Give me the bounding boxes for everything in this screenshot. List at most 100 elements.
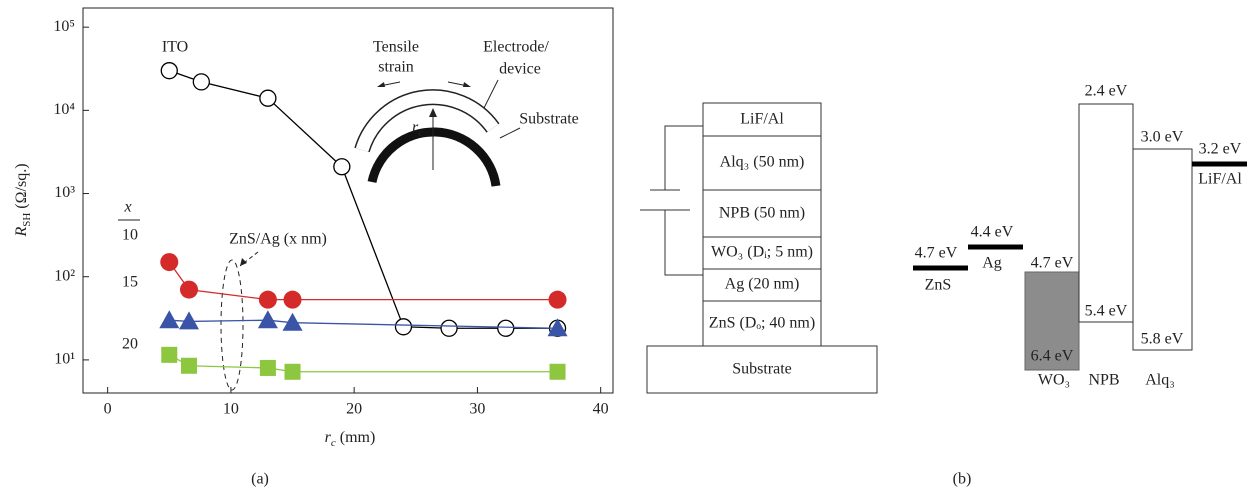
marker [547, 318, 568, 337]
series-line [169, 70, 558, 329]
layer [702, 189, 822, 238]
marker [440, 319, 458, 337]
marker [282, 312, 303, 331]
energy-label: 4.7 eV [1031, 255, 1074, 272]
arrow-head [240, 258, 247, 266]
material-label: ZnS [925, 277, 952, 294]
x-tick-label: 0 [104, 401, 112, 418]
marker [284, 363, 301, 380]
energy-label: 6.4 eV [1031, 348, 1074, 365]
material-label: NPB [1088, 372, 1119, 389]
arrow-head [429, 108, 437, 117]
alq3-band [1132, 148, 1193, 351]
energy-label: 3.0 eV [1141, 129, 1184, 146]
y-tick-label: 10² [54, 267, 75, 284]
arrow-head [377, 82, 385, 87]
y-label-sub: SH [21, 213, 33, 227]
layer [702, 300, 822, 347]
x-tick-label: 20 [346, 401, 362, 418]
marker [180, 280, 198, 299]
layer-label: LiF/Al [740, 111, 784, 128]
rc-main: r [412, 119, 419, 136]
layer-label: Ag (20 nm) [725, 276, 800, 293]
energy-label: 3.2 eV [1199, 141, 1242, 158]
marker [333, 158, 351, 176]
y-tick-label: 10⁴ [53, 101, 75, 118]
energy-diagram: 4.7 eV ZnS 4.4 eV Ag 4.7 eV 6.4 eV WO₃ 2… [913, 83, 1247, 389]
material-label: LiF/Al [1198, 171, 1242, 188]
x-tick-label: 30 [469, 401, 485, 418]
marker [259, 89, 277, 107]
rc-sub: c [418, 127, 423, 139]
wo3-band [1024, 271, 1080, 371]
layer [702, 236, 822, 270]
layer [702, 268, 822, 302]
x-tick-label: 40 [593, 401, 609, 418]
energy-label: 5.8 eV [1141, 331, 1184, 348]
annotation: device [499, 61, 541, 78]
legend-label: 15 [122, 274, 138, 291]
arrow-head [463, 82, 471, 87]
material-label: Ag [982, 255, 1002, 272]
legend-label: 20 [122, 336, 138, 353]
y-tick-label: 10³ [54, 184, 75, 201]
marker [549, 363, 566, 380]
x-label-unit: (mm) [340, 429, 376, 446]
layer-label: WO₃ (Dᵢ; 5 nm) [711, 244, 813, 261]
device-stack: LiF/Al Alq₃ (50 nm) NPB (50 nm) WO₃ (Dᵢ;… [640, 102, 878, 394]
marker [497, 319, 515, 337]
marker [159, 310, 180, 329]
marker [181, 357, 197, 374]
marker [258, 290, 277, 309]
x-label-sub: c [331, 437, 336, 449]
pointer [499, 127, 521, 139]
annotation: strain [378, 59, 414, 76]
layer-label: Alq₃ (50 nm) [720, 154, 805, 171]
energy-label: 4.4 eV [971, 224, 1014, 241]
marker [548, 290, 567, 309]
annotation: Substrate [519, 111, 579, 128]
x-tick-label: 10 [223, 401, 239, 418]
marker [160, 62, 178, 80]
energy-label: 4.7 eV [915, 245, 958, 262]
npb-band [1078, 103, 1134, 323]
annotation: rc [412, 119, 423, 139]
y-label-main: R [13, 227, 30, 238]
energy-label: 5.4 eV [1085, 303, 1128, 320]
electrode-band [355, 90, 499, 152]
energy-label: 2.4 eV [1085, 83, 1128, 100]
x-label-main: r [325, 429, 332, 446]
marker [160, 253, 179, 272]
legend-title: x [123, 199, 131, 216]
marker [257, 310, 278, 329]
annotation: Tensile [373, 39, 419, 56]
marker [161, 346, 178, 363]
x-axis-label: rc (mm) [325, 429, 376, 449]
marker [259, 359, 276, 376]
marker [394, 318, 413, 336]
marker [192, 73, 210, 91]
substrate-box [646, 345, 878, 394]
layer-label: NPB (50 nm) [719, 205, 805, 222]
y-tick-label: 10¹ [54, 351, 75, 368]
annotation: Electrode/ [483, 39, 549, 56]
legend-label: 10 [122, 227, 138, 244]
y-label-unit: (Ω/sq.) [13, 163, 30, 208]
material-label: WO₃ [1038, 372, 1070, 389]
caption: (a) [251, 471, 269, 488]
plot-frame [82, 7, 614, 394]
marker [179, 311, 199, 330]
series-line [168, 261, 558, 301]
marker [283, 290, 302, 309]
series-line [168, 354, 558, 373]
annotation-arrow [239, 251, 259, 267]
substrate-arc [367, 127, 501, 187]
annotation: ZnS/Ag (x nm) [229, 231, 327, 248]
y-tick-label: 10⁵ [53, 18, 75, 35]
battery-circuit [640, 125, 703, 276]
layer-label: ZnS (Dₒ; 40 nm) [709, 315, 815, 332]
layer [702, 135, 822, 191]
dashed-ellipse [220, 259, 244, 391]
y-axis-label: RSH (Ω/sq.) [13, 163, 33, 237]
